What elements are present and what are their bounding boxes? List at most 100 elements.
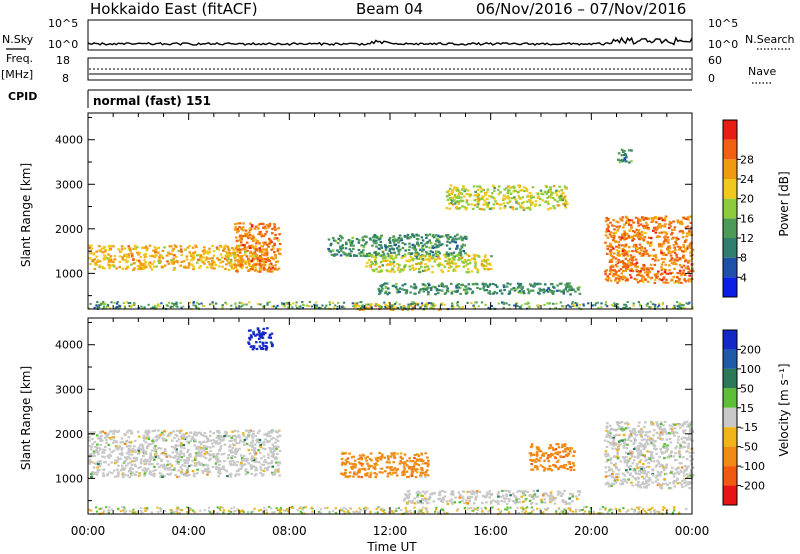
velocity-cell-region-0 (88, 445, 92, 448)
velocity-cell-region-0 (272, 436, 275, 440)
power-cell-region-7 (613, 252, 616, 255)
power-cell-region-6 (512, 187, 516, 190)
velocity-cell-region-0 (179, 429, 183, 432)
power-cell-region-6 (479, 187, 483, 190)
power-cell-region-1 (271, 232, 274, 235)
power-cell-region-7 (646, 267, 649, 270)
velocity-cell-region-0 (144, 462, 148, 466)
power-cell-region-7 (672, 275, 676, 278)
velocity-cell-region-2 (451, 493, 455, 496)
power-cell-region-3 (394, 256, 398, 259)
power-cell-region-3 (454, 262, 457, 265)
velocity-cell-region-3 (567, 460, 570, 464)
velocity-cell-region-1 (366, 462, 369, 465)
power-cell-region-0 (144, 245, 148, 248)
power-cell-ground (681, 306, 684, 309)
velocity-cell-region-0 (223, 443, 227, 446)
power-cell-region-6 (549, 186, 552, 189)
power-cell-region-7 (677, 279, 681, 282)
velocity-cell-region-2 (439, 490, 442, 493)
power-cell-region-0 (128, 247, 132, 250)
velocity-cell-region-2 (536, 489, 539, 492)
power-cell-region-6 (465, 206, 469, 210)
cpid-text: normal (fast) 151 (93, 94, 211, 108)
power-cell-region-1 (238, 260, 241, 263)
velocity-cell-region-2 (408, 493, 411, 496)
power-cell-region-7 (670, 233, 673, 236)
power-cell-region-1 (241, 229, 245, 232)
power-cell-region-7 (612, 247, 615, 250)
velocity-cell-region-5 (650, 456, 654, 459)
power-cell-ground (623, 303, 626, 306)
power-cell-region-0 (123, 247, 127, 250)
velocity-cell-region-0 (152, 456, 155, 459)
power-cell-region-7 (627, 261, 631, 264)
power-cell-region-6 (448, 197, 452, 200)
velocity-cell-region-1 (427, 459, 430, 462)
power-cell-ground (576, 305, 579, 308)
velocity-cell-region-0 (94, 445, 97, 448)
power-cell-region-3 (441, 270, 445, 274)
power-cell-region-2 (365, 235, 368, 238)
velocity-cell-region-0 (99, 439, 102, 442)
power-cell-ground (554, 306, 557, 309)
power-cell-region-0 (192, 252, 195, 255)
power-cell-region-7 (650, 243, 653, 246)
velocity-cell-region-0 (271, 443, 274, 446)
power-cell-region-7 (678, 278, 681, 281)
velocity-cell-region-0 (212, 432, 215, 435)
power-cell-region-3 (440, 269, 443, 272)
velocity-cell-region-0 (145, 460, 149, 463)
velocity-cell-region-0 (196, 454, 199, 457)
velocity-cell-region-0 (199, 446, 203, 449)
velocity-cell-region-0 (231, 434, 235, 438)
velocity-cell-region-1 (421, 469, 424, 472)
power-cell-region-4 (444, 291, 448, 295)
power-cell-region-7 (679, 272, 682, 275)
power-cell-region-7 (609, 259, 612, 262)
power-cell-region-2 (348, 248, 352, 251)
power-cell-region-2 (406, 233, 410, 236)
power-cell-region-1 (252, 246, 256, 249)
velocity-cell-region-1 (354, 463, 357, 466)
power-cell-region-2 (408, 245, 411, 248)
power-cell-region-6 (477, 194, 481, 197)
velocity-cell-region-0 (154, 455, 158, 458)
power-cell-region-8 (622, 160, 625, 163)
power-cell-region-2 (397, 253, 401, 256)
power-cell-region-7 (650, 217, 653, 220)
power-cell-region-3 (448, 266, 451, 269)
power-cell-region-3 (371, 262, 374, 265)
power-cell-region-2 (388, 248, 392, 251)
power-cell-region-0 (104, 255, 107, 258)
power-cell-region-6 (517, 184, 520, 187)
power-cell-region-2 (362, 254, 366, 257)
power-cell-region-3 (490, 267, 493, 270)
velocity-cell-region-0 (261, 447, 265, 450)
power-cell-ground (570, 305, 573, 308)
power-cell-region-0 (113, 258, 116, 261)
velocity-cell-region-0 (228, 446, 231, 449)
power-cell-region-2 (348, 253, 352, 256)
velocity-cell-region-0 (185, 474, 189, 477)
velocity-cell-region-0 (166, 460, 170, 463)
power-cell-ground (688, 301, 691, 304)
power-cell-region-3 (446, 262, 449, 265)
power-cell-region-2 (374, 239, 378, 242)
velocity-cell-region-0 (149, 470, 152, 473)
velocity-cell-region-2 (503, 497, 506, 500)
power-cell-region-6 (488, 195, 491, 198)
power-cell-region-6 (448, 193, 451, 197)
power-cell-region-3 (426, 269, 429, 272)
power-cell-region-6 (480, 190, 483, 193)
power-cell-ground (472, 304, 475, 307)
velocity-cell-region-0 (115, 445, 118, 448)
power-cell-region-7 (648, 270, 652, 273)
velocity-cell-region-5 (677, 438, 680, 441)
power-cell-region-7 (688, 274, 691, 277)
power-cell-ground (299, 305, 302, 308)
power-cell-region-6 (476, 201, 479, 204)
velocity-cell-region-2 (485, 501, 488, 504)
power-cell-region-2 (386, 245, 389, 248)
power-cell-region-0 (130, 263, 133, 266)
